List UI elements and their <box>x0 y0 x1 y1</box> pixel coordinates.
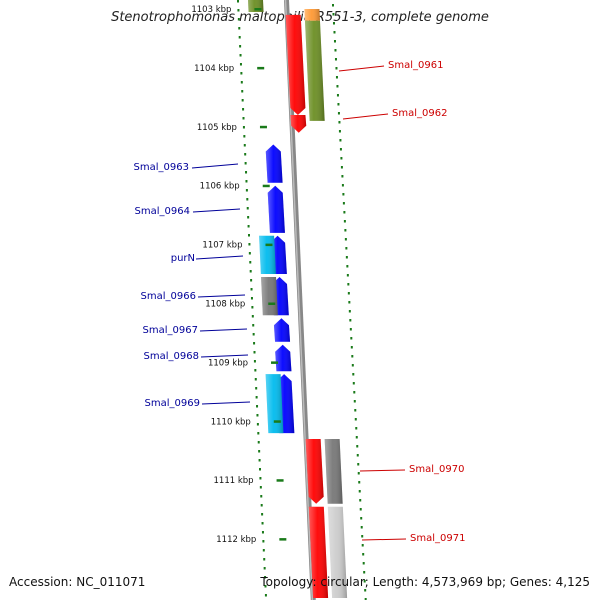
tick-label: 1104 kbp <box>194 64 234 74</box>
gene-label-smal_0969[interactable]: Smal_0969 <box>145 398 251 409</box>
svg-text:Smal_0971: Smal_0971 <box>410 533 465 544</box>
ruler-dots <box>237 0 367 600</box>
tick-mark <box>259 125 267 129</box>
gene-label-purn[interactable]: purN <box>171 253 244 264</box>
svg-text:Smal_0967: Smal_0967 <box>143 325 198 336</box>
tick-mark <box>265 243 273 247</box>
gene-2[interactable] <box>290 115 307 133</box>
label-layer: Smal_0961 Smal_0962 Smal_0963 Smal_0964 purN… <box>134 60 466 544</box>
gene-3[interactable] <box>304 9 320 21</box>
svg-text:Smal_0963: Smal_0963 <box>134 162 189 173</box>
svg-text:Smal_0964: Smal_0964 <box>135 206 190 217</box>
tick-label: 1108 kbp <box>205 300 245 310</box>
tick-mark <box>257 66 265 70</box>
gene-6[interactable] <box>267 185 285 233</box>
gene-label-smal_0963[interactable]: Smal_0963 <box>134 162 239 173</box>
svg-text:Smal_0969: Smal_0969 <box>145 398 200 409</box>
gene-label-smal_0966[interactable]: Smal_0966 <box>141 291 246 302</box>
gene-label-smal_0968[interactable]: Smal_0968 <box>144 351 249 362</box>
gene-layer <box>247 0 348 598</box>
tick-label: 1111 kbp <box>214 476 254 486</box>
tick-label: 1112 kbp <box>216 535 256 545</box>
gene-17[interactable] <box>324 438 343 504</box>
svg-text:Smal_0961: Smal_0961 <box>388 60 443 71</box>
gene-label-smal_0967[interactable]: Smal_0967 <box>143 325 248 336</box>
gene-12[interactable] <box>259 235 276 275</box>
tick-layer: 1103 kbp 1104 kbp 1105 kbp 1106 kbp 1107 kbp… <box>191 5 287 545</box>
gene-1[interactable] <box>285 14 306 116</box>
tick-mark <box>273 420 281 423</box>
svg-text:purN: purN <box>171 253 195 264</box>
tick-label: 1106 kbp <box>200 182 240 192</box>
accession-text: Accession: NC_011071 <box>9 575 146 589</box>
gene-label-smal_0964[interactable]: Smal_0964 <box>135 206 241 217</box>
tick-mark <box>271 361 279 364</box>
tick-label: 1110 kbp <box>211 417 251 427</box>
tick-label: 1109 kbp <box>208 358 248 368</box>
svg-text:Smal_0970: Smal_0970 <box>409 464 464 475</box>
tick-label: 1107 kbp <box>202 241 242 251</box>
gene-14[interactable] <box>265 374 284 434</box>
gene-16[interactable] <box>308 506 329 598</box>
svg-text:Smal_0966: Smal_0966 <box>141 291 196 302</box>
gene-4[interactable] <box>304 20 325 121</box>
svg-text:Smal_0962: Smal_0962 <box>392 108 447 119</box>
gene-13[interactable] <box>261 276 278 316</box>
svg-text:Smal_0968: Smal_0968 <box>144 351 199 362</box>
tick-label: 1105 kbp <box>197 123 237 133</box>
tick-mark <box>268 302 276 305</box>
topology-text: Topology: circular; Length: 4,573,969 bp… <box>260 575 590 589</box>
gene-label-smal_0961[interactable]: Smal_0961 <box>338 60 443 72</box>
tick-label: 1103 kbp <box>191 5 231 15</box>
gene-label-smal_0970[interactable]: Smal_0970 <box>359 464 464 475</box>
tick-mark <box>254 8 262 11</box>
gene-label-smal_0971[interactable]: Smal_0971 <box>361 533 465 544</box>
gene-18[interactable] <box>327 506 348 598</box>
gene-label-smal_0962[interactable]: Smal_0962 <box>342 108 447 120</box>
gene-9[interactable] <box>273 318 291 342</box>
tick-mark <box>262 184 270 188</box>
gene-5[interactable] <box>265 144 283 183</box>
gene-15[interactable] <box>305 438 324 504</box>
tick-mark <box>276 479 284 482</box>
gene-10[interactable] <box>275 344 292 372</box>
tick-mark <box>279 538 287 541</box>
